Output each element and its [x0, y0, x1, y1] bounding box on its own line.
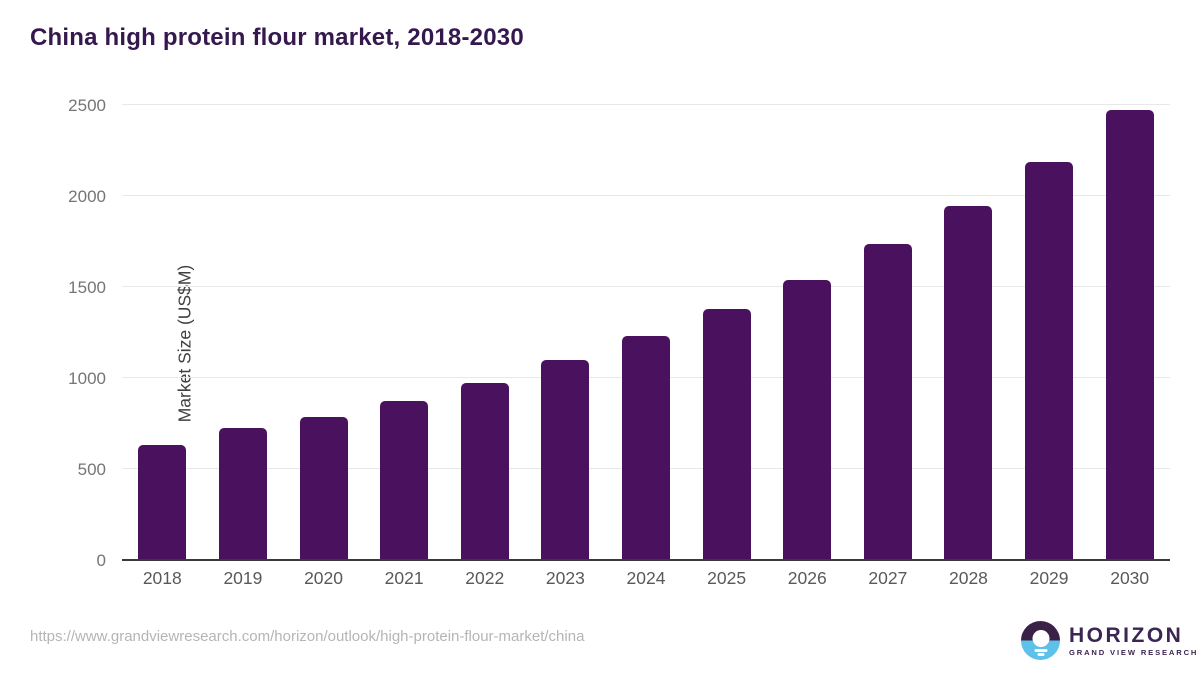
y-tick-label-2500: 2500	[68, 96, 106, 115]
y-tick-label-1000: 1000	[68, 369, 106, 388]
bar-2019	[218, 428, 267, 560]
x-tick-label-2022: 2022	[465, 568, 505, 588]
x-axis-line	[122, 559, 1170, 561]
x-tick-label-2028: 2028	[948, 568, 988, 588]
bar-2028	[944, 206, 993, 560]
x-tick-label-2018: 2018	[142, 568, 182, 588]
bar-2030	[1105, 110, 1154, 560]
sun-reflection-line	[1034, 649, 1047, 652]
gridline-1500	[122, 286, 1170, 287]
x-tick-label-2019: 2019	[223, 568, 263, 588]
bar-2018	[138, 445, 187, 560]
bar-2027	[863, 244, 912, 560]
sun-icon	[1032, 630, 1049, 647]
sun-reflection-line	[1037, 653, 1044, 656]
x-tick-label-2023: 2023	[545, 568, 585, 588]
x-tick-label-2029: 2029	[1029, 568, 1069, 588]
x-tick-label-2021: 2021	[384, 568, 424, 588]
bar-2026	[783, 279, 832, 560]
bar-2025	[702, 308, 751, 560]
y-axis-title: Market Size (US$M)	[174, 264, 195, 422]
bar-2024	[622, 336, 670, 560]
x-tick-label-2020: 2020	[304, 568, 343, 588]
y-tick-label-1500: 1500	[68, 278, 106, 297]
bar-2023	[541, 359, 590, 560]
bar-2022	[460, 382, 509, 560]
x-tick-label-2027: 2027	[868, 568, 908, 588]
x-tick-label-2024: 2024	[626, 568, 666, 588]
chart-title: China high protein flour market, 2018-20…	[30, 24, 524, 51]
horizon-sunset-icon	[1021, 621, 1060, 660]
x-tick-label-2030: 2030	[1110, 568, 1150, 588]
brand-text: HORIZON GRAND VIEW RESEARCH	[1069, 625, 1198, 657]
brand-name: HORIZON	[1069, 623, 1184, 647]
x-tick-label-2026: 2026	[787, 568, 827, 588]
bar-2020	[299, 417, 348, 560]
bar-chart-plot-area: Market Size (US$M) 0 500 1000 1500 2000 2500 …	[68, 97, 1170, 588]
bar-2029	[1025, 162, 1074, 560]
source-url: https://www.grandviewresearch.com/horizo…	[30, 628, 585, 645]
x-tick-label-2025: 2025	[707, 568, 747, 588]
gridline-2000	[122, 195, 1170, 196]
brand-logo: HORIZON GRAND VIEW RESEARCH	[1021, 621, 1198, 660]
y-tick-label-500: 500	[77, 460, 106, 479]
brand-sub-name: GRAND VIEW RESEARCH	[1069, 647, 1199, 657]
gridline-2500	[122, 104, 1170, 105]
bar-2021	[380, 400, 429, 560]
y-tick-label-2000: 2000	[68, 187, 106, 206]
y-tick-label-0: 0	[96, 551, 106, 570]
